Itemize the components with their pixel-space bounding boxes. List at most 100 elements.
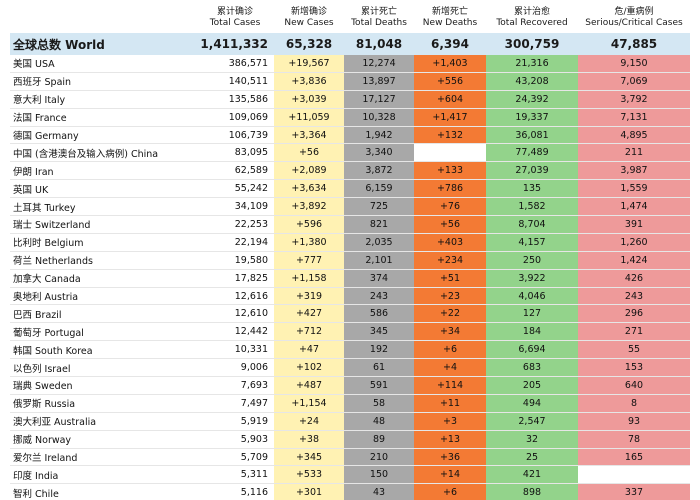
country-name: 德国 Germany <box>10 126 196 145</box>
critical-cases: 1,559 <box>578 179 690 199</box>
new-deaths <box>414 143 486 163</box>
new-deaths: +556 <box>414 72 486 91</box>
total-recovered: 184 <box>486 322 578 342</box>
table-row: 英国 UK 55,242 +3,634 6,159 +786 135 1,559 <box>10 179 690 199</box>
header-new-deaths: 新增死亡 New Deaths <box>414 3 486 33</box>
country-name: 加拿大 Canada <box>10 269 196 288</box>
new-cases: +427 <box>274 304 344 324</box>
critical-cases: 243 <box>578 287 690 306</box>
world-critical-cases: 47,885 <box>578 33 690 55</box>
country-name: 意大利 Italy <box>10 90 196 109</box>
new-deaths: +6 <box>414 340 486 360</box>
total-cases: 83,095 <box>196 143 274 163</box>
total-recovered: 43,208 <box>486 72 578 91</box>
table-row: 瑞典 Sweden 7,693 +487 591 +114 205 640 <box>10 376 690 395</box>
critical-cases: 337 <box>578 483 690 500</box>
total-cases: 55,242 <box>196 179 274 199</box>
new-deaths: +11 <box>414 394 486 413</box>
total-cases: 386,571 <box>196 55 274 73</box>
world-new-deaths: 6,394 <box>414 33 486 55</box>
table-row: 巴西 Brazil 12,610 +427 586 +22 127 296 <box>10 304 690 324</box>
total-cases: 9,006 <box>196 358 274 378</box>
world-total-deaths: 81,048 <box>344 33 414 55</box>
table-row: 韩国 South Korea 10,331 +47 192 +6 6,694 55 <box>10 340 690 360</box>
critical-cases: 296 <box>578 304 690 324</box>
total-recovered: 127 <box>486 304 578 324</box>
new-cases: +1,158 <box>274 269 344 288</box>
table-row: 以色列 Israel 9,006 +102 61 +4 683 153 <box>10 358 690 378</box>
total-recovered: 36,081 <box>486 126 578 145</box>
table-row: 美国 USA 386,571 +19,567 12,274 +1,403 21,316 9,… <box>10 55 690 73</box>
new-deaths: +786 <box>414 179 486 199</box>
total-cases: 10,331 <box>196 340 274 360</box>
total-deaths: 17,127 <box>344 90 414 109</box>
total-cases: 109,069 <box>196 108 274 127</box>
table-row: 挪威 Norway 5,903 +38 89 +13 32 78 <box>10 430 690 449</box>
critical-cases <box>578 465 690 485</box>
total-cases: 5,903 <box>196 430 274 449</box>
total-deaths: 2,035 <box>344 233 414 252</box>
new-deaths: +51 <box>414 269 486 288</box>
header-label-en: New Deaths <box>422 18 478 28</box>
new-deaths: +3 <box>414 412 486 431</box>
total-recovered: 494 <box>486 394 578 413</box>
total-recovered: 24,392 <box>486 90 578 109</box>
new-cases: +24 <box>274 412 344 431</box>
country-name: 挪威 Norway <box>10 430 196 449</box>
total-cases: 19,580 <box>196 251 274 270</box>
world-total-recovered: 300,759 <box>486 33 578 55</box>
header-label-zh: 新增确诊 <box>290 7 327 17</box>
new-cases: +19,567 <box>274 55 344 73</box>
total-recovered: 4,157 <box>486 233 578 252</box>
total-cases: 106,739 <box>196 126 274 145</box>
total-deaths: 192 <box>344 340 414 360</box>
country-name: 伊朗 Iran <box>10 161 196 181</box>
country-name: 美国 USA <box>10 55 196 73</box>
country-name: 瑞士 Switzerland <box>10 215 196 234</box>
total-deaths: 58 <box>344 394 414 413</box>
new-cases: +301 <box>274 483 344 500</box>
country-name: 智利 Chile <box>10 483 196 500</box>
total-recovered: 25 <box>486 448 578 467</box>
total-recovered: 898 <box>486 483 578 500</box>
critical-cases: 7,069 <box>578 72 690 91</box>
country-name: 奥地利 Austria <box>10 287 196 306</box>
new-cases: +56 <box>274 143 344 163</box>
country-name: 西班牙 Spain <box>10 72 196 91</box>
covid-stats-table: 累计确诊 Total Cases 新增确诊 New Cases 累计死亡 Total … <box>10 3 690 500</box>
critical-cases: 391 <box>578 215 690 234</box>
total-cases: 7,497 <box>196 394 274 413</box>
table-row: 加拿大 Canada 17,825 +1,158 374 +51 3,922 426 <box>10 269 690 288</box>
header-label-en: Serious/Critical Cases <box>585 18 683 28</box>
country-name: 比利时 Belgium <box>10 233 196 252</box>
table-row: 德国 Germany 106,739 +3,364 1,942 +132 36,081 4,… <box>10 126 690 145</box>
total-cases: 135,586 <box>196 90 274 109</box>
new-cases: +777 <box>274 251 344 270</box>
new-cases: +3,634 <box>274 179 344 199</box>
critical-cases: 9,150 <box>578 55 690 73</box>
total-deaths: 586 <box>344 304 414 324</box>
new-cases: +487 <box>274 376 344 395</box>
new-deaths: +23 <box>414 287 486 306</box>
total-cases: 62,589 <box>196 161 274 181</box>
new-cases: +533 <box>274 465 344 485</box>
total-cases: 22,194 <box>196 233 274 252</box>
total-cases: 34,109 <box>196 197 274 217</box>
new-deaths: +34 <box>414 322 486 342</box>
header-label-zh: 累计治愈 <box>513 7 550 17</box>
new-deaths: +1,403 <box>414 55 486 73</box>
total-deaths: 725 <box>344 197 414 217</box>
total-cases: 17,825 <box>196 269 274 288</box>
total-deaths: 12,274 <box>344 55 414 73</box>
table-row: 西班牙 Spain 140,511 +3,836 13,897 +556 43,208 7,… <box>10 72 690 91</box>
new-deaths: +13 <box>414 430 486 449</box>
new-deaths: +403 <box>414 233 486 252</box>
new-cases: +38 <box>274 430 344 449</box>
new-cases: +47 <box>274 340 344 360</box>
total-recovered: 421 <box>486 465 578 485</box>
header-total-deaths: 累计死亡 Total Deaths <box>344 3 414 33</box>
critical-cases: 1,474 <box>578 197 690 217</box>
new-cases: +11,059 <box>274 108 344 127</box>
critical-cases: 7,131 <box>578 108 690 127</box>
